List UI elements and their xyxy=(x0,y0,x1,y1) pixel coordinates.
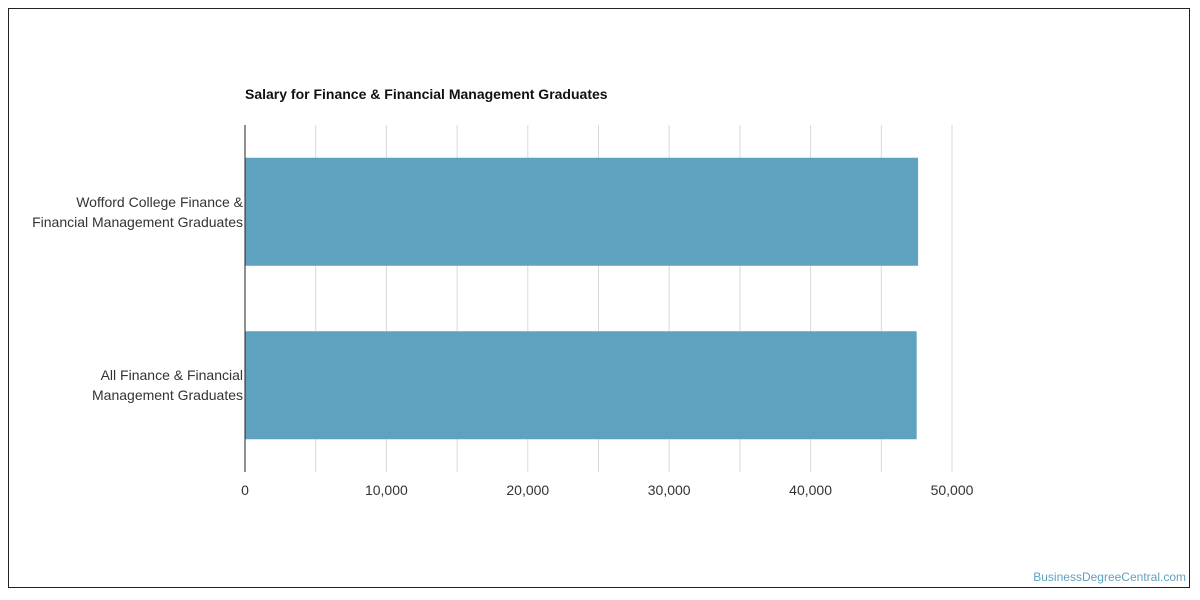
category-label-line: Management Graduates xyxy=(92,387,243,404)
bars xyxy=(245,157,919,440)
x-tick-label: 10,000 xyxy=(364,482,408,498)
category-label-line: Wofford College Finance & xyxy=(76,193,243,210)
x-tick-label: 30,000 xyxy=(647,482,691,498)
chart-title: Salary for Finance & Financial Managemen… xyxy=(245,86,608,102)
bar-0[interactable] xyxy=(245,157,919,266)
bar-1[interactable] xyxy=(245,331,917,440)
watermark-link[interactable]: BusinessDegreeCentral.com xyxy=(1033,570,1186,584)
category-label-line: All Finance & Financial xyxy=(100,367,243,384)
x-tick-label: 50,000 xyxy=(930,482,974,498)
x-tick-label: 40,000 xyxy=(789,482,832,498)
category-label-line: Financial Management Graduates xyxy=(32,213,243,230)
category-label-1: All Finance & Financial Management Gradua… xyxy=(3,365,243,405)
x-tick-label: 20,000 xyxy=(506,482,550,498)
x-tick-label: 0 xyxy=(241,482,249,498)
category-label-0: Wofford College Finance & Financial Manag… xyxy=(3,192,243,232)
